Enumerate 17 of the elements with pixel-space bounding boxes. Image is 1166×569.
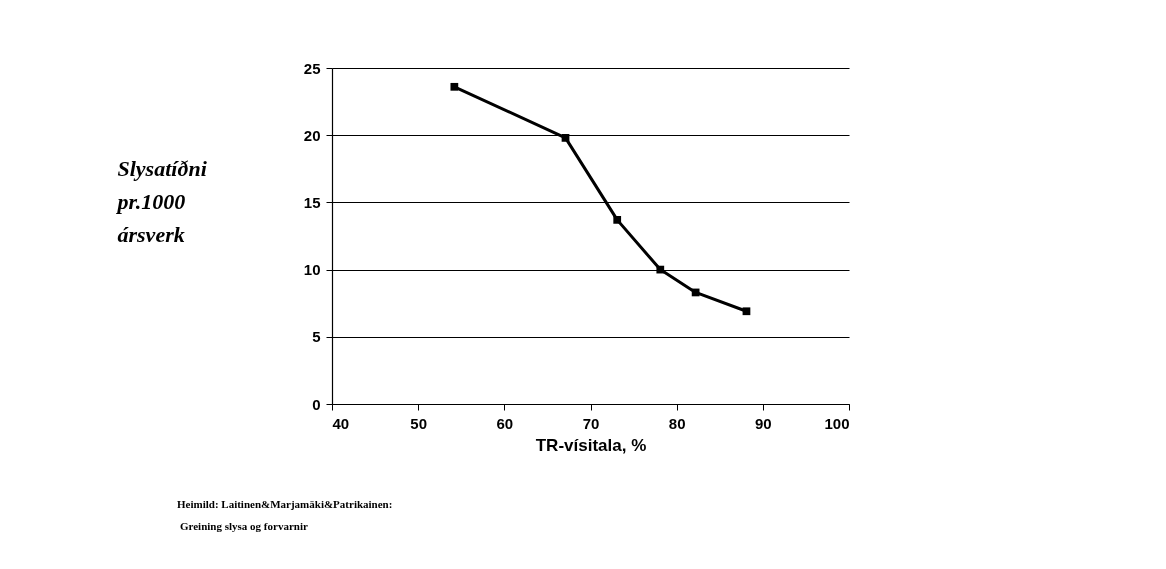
- y-tick-label: 20: [303, 126, 321, 144]
- text: Greining slysa og forvarnir: [180, 520, 308, 532]
- y-tick-label: 5: [312, 328, 321, 346]
- y-tick-label: 15: [303, 193, 321, 211]
- x-tick-label: 70: [582, 414, 600, 432]
- x-tick-label: 80: [668, 414, 686, 432]
- text: Heimild: Laitinen&Marjamäki&Patrikainen:: [177, 498, 393, 510]
- x-tick-label: 90: [754, 414, 772, 432]
- x-tick-label: 40: [332, 414, 350, 432]
- x-axis-title: TR-vísitala, %: [535, 435, 647, 455]
- y-tick-label: 0: [312, 395, 321, 413]
- y-axis-title: Slysatíðni pr.1000 ársverk: [115, 155, 208, 247]
- y-tick-label: 25: [303, 59, 321, 77]
- x-tick-label: 60: [496, 414, 514, 432]
- x-tick-label: 50: [410, 414, 428, 432]
- x-tick-label: 100: [824, 414, 850, 432]
- y-tick-label: 10: [303, 261, 321, 279]
